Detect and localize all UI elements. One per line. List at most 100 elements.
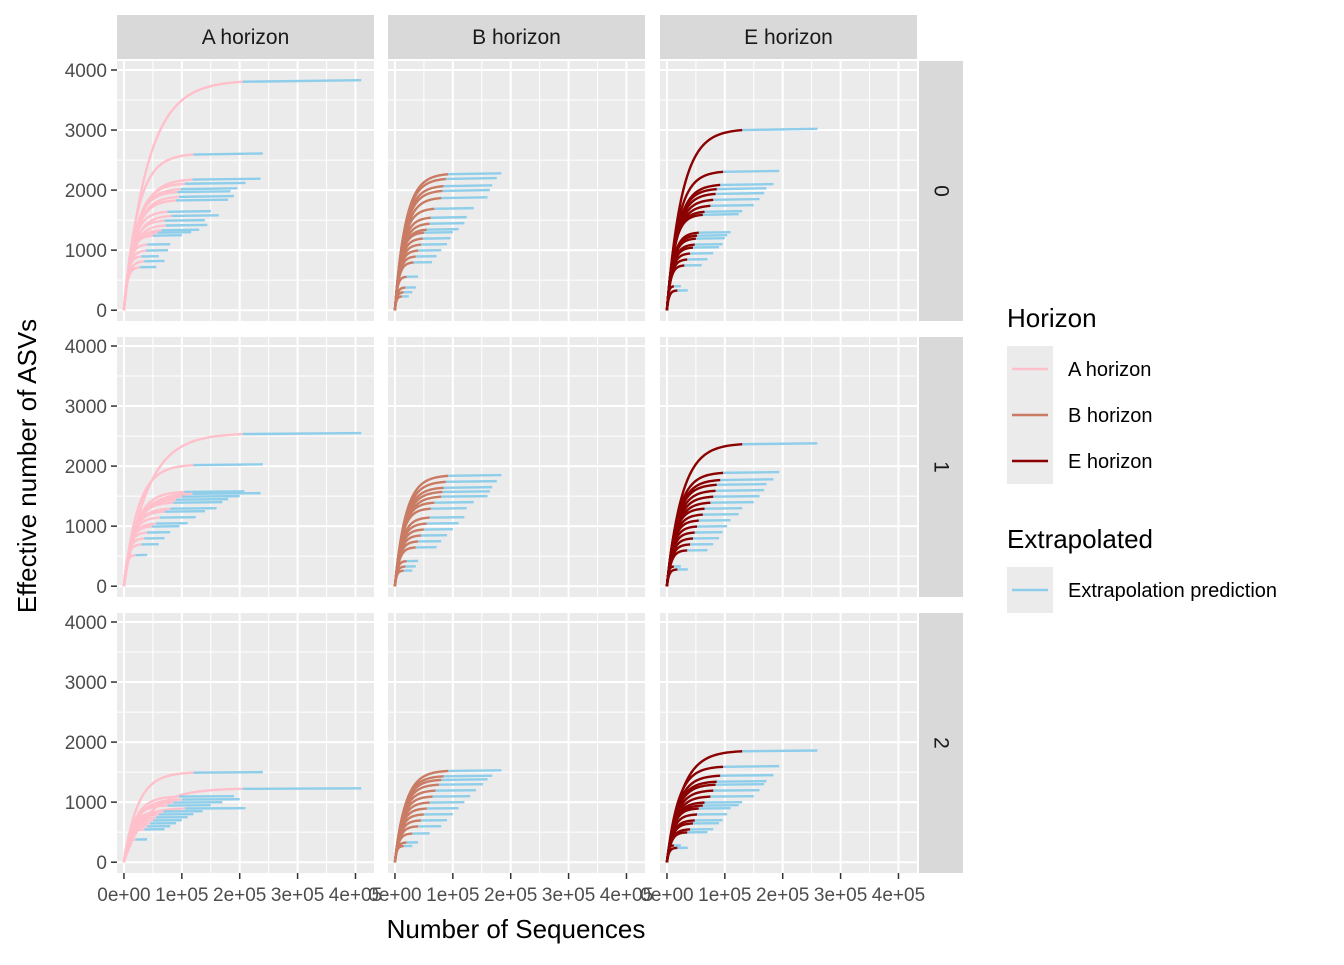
facet-strip-column-label: A horizon	[202, 26, 290, 49]
extrapolation-line	[444, 487, 493, 488]
x-tick-label: 3e+05	[814, 885, 867, 906]
legend-label: B horizon	[1068, 405, 1153, 427]
extrapolation-line	[720, 775, 773, 776]
extrapolation-line	[427, 229, 459, 230]
extrapolation-line	[448, 173, 501, 174]
extrapolation-line	[431, 217, 467, 218]
extrapolation-line	[243, 80, 362, 82]
extrapolation-line	[243, 433, 362, 434]
extrapolation-line	[441, 779, 487, 780]
facet-panel	[117, 61, 374, 321]
extrapolation-line	[176, 499, 228, 500]
extrapolation-line	[442, 491, 489, 492]
extrapolation-line	[162, 230, 200, 231]
extrapolation-line	[710, 502, 753, 503]
y-tick-label: 2000	[65, 181, 107, 202]
facet-panel	[660, 61, 917, 321]
legend-label: E horizon	[1068, 451, 1153, 473]
x-tick-label: 0e+00	[640, 885, 693, 906]
extrapolation-line	[716, 784, 765, 785]
y-axis-title: Effective number of ASVs	[12, 319, 42, 613]
x-tick-label: 2e+05	[213, 885, 266, 906]
x-tick-label: 0e+00	[368, 885, 421, 906]
extrapolation-line	[193, 464, 262, 465]
y-tick-label: 3000	[65, 121, 107, 142]
extrapolation-line	[448, 475, 501, 476]
facet-panel	[388, 61, 645, 321]
y-tick-label: 1000	[65, 241, 107, 262]
extrapolation-line	[448, 770, 501, 771]
facet-panel	[388, 337, 645, 597]
extrapolation-line	[444, 185, 493, 186]
extrapolation-line	[717, 781, 767, 782]
extrapolation-line	[171, 215, 218, 216]
extrapolation-line	[164, 511, 205, 512]
facet-strip-row-label: 2	[930, 737, 953, 749]
extrapolation-line	[170, 508, 216, 509]
extrapolation-line	[424, 232, 453, 233]
extrapolation-line	[703, 214, 739, 215]
facet-panel	[388, 613, 645, 873]
y-tick-label: 3000	[65, 397, 107, 418]
extrapolation-line	[710, 205, 753, 206]
extrapolation-line	[716, 490, 765, 491]
y-tick-label: 0	[96, 853, 107, 874]
extrapolation-line	[182, 496, 240, 497]
extrapolation-line	[192, 493, 260, 494]
extrapolation-line	[173, 502, 222, 503]
extrapolation-line	[164, 220, 205, 221]
y-tick-label: 4000	[65, 337, 107, 358]
extrapolation-line	[158, 232, 192, 233]
x-tick-label: 2e+05	[484, 885, 537, 906]
extrapolation-line	[697, 235, 727, 236]
x-axis-title: Number of Sequences	[387, 914, 646, 944]
extrapolation-line	[742, 129, 817, 130]
y-tick-label: 0	[96, 577, 107, 598]
extrapolation-line	[723, 171, 779, 172]
y-tick-label: 2000	[65, 457, 107, 478]
y-tick-label: 1000	[65, 517, 107, 538]
extrapolation-line	[446, 178, 497, 179]
extrapolation-line	[192, 179, 260, 180]
y-tick-label: 0	[96, 301, 107, 322]
extrapolation-line	[434, 208, 473, 209]
legend-label: A horizon	[1068, 359, 1151, 381]
legend-title: Extrapolated	[1007, 524, 1153, 554]
extrapolation-line	[444, 776, 493, 777]
extrapolation-line	[441, 197, 487, 198]
extrapolation-line	[699, 232, 731, 233]
facet-panel	[660, 337, 917, 597]
y-tick-label: 3000	[65, 673, 107, 694]
x-tick-label: 3e+05	[542, 885, 595, 906]
extrapolation-line	[181, 188, 238, 189]
extrapolation-line	[716, 193, 765, 194]
extrapolation-line	[153, 235, 182, 236]
extrapolation-line	[717, 188, 767, 189]
legend-title: Horizon	[1007, 303, 1097, 333]
extrapolation-line	[166, 225, 208, 226]
extrapolation-line	[713, 496, 759, 497]
extrapolation-line	[431, 508, 467, 509]
x-tick-label: 4e+05	[872, 885, 925, 906]
y-tick-label: 4000	[65, 61, 107, 82]
extrapolation-line	[446, 481, 497, 482]
panels-layer	[117, 61, 917, 873]
legend-label: Extrapolation prediction	[1068, 580, 1277, 602]
x-tick-label: 2e+05	[756, 885, 809, 906]
extrapolation-line	[176, 200, 228, 201]
extrapolation-line	[442, 190, 489, 191]
extrapolation-line	[441, 496, 487, 497]
facet-panel	[117, 613, 374, 873]
extrapolation-line	[742, 751, 817, 752]
extrapolation-line	[720, 479, 773, 480]
x-tick-label: 1e+05	[698, 885, 751, 906]
y-tick-label: 4000	[65, 613, 107, 634]
y-tick-label: 1000	[65, 793, 107, 814]
facet-strip-row-label: 1	[930, 461, 953, 473]
facet-panel	[660, 613, 917, 873]
extrapolation-line	[193, 772, 262, 773]
facet-panel	[117, 337, 374, 597]
x-tick-label: 1e+05	[155, 885, 208, 906]
facet-strip-column-label: E horizon	[744, 26, 833, 49]
